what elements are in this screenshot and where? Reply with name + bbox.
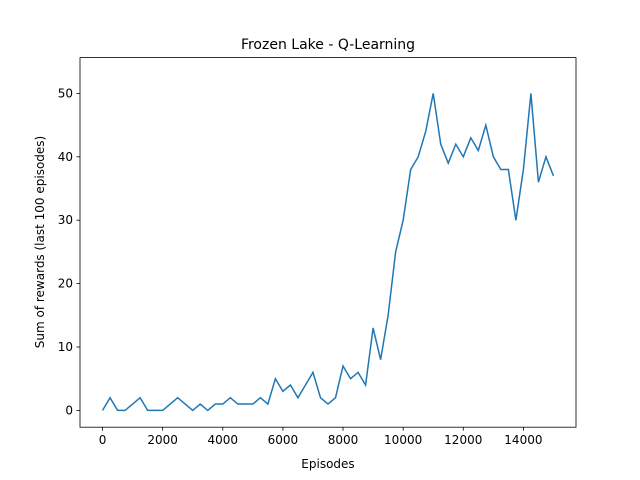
x-axis-label: Episodes bbox=[301, 457, 354, 471]
y-axis-label: Sum of rewards (last 100 episodes) bbox=[33, 136, 47, 348]
x-tick-label: 2000 bbox=[147, 433, 178, 447]
x-tick-label: 8000 bbox=[328, 433, 359, 447]
chart-title: Frozen Lake - Q-Learning bbox=[241, 37, 415, 53]
plot-frame bbox=[79, 57, 577, 428]
x-tick-label: 6000 bbox=[268, 433, 299, 447]
y-tick-label: 50 bbox=[58, 86, 73, 100]
y-tick-label: 30 bbox=[58, 213, 73, 227]
x-tick-label: 12000 bbox=[444, 433, 482, 447]
x-tick-label: 14000 bbox=[504, 433, 542, 447]
data-line bbox=[101, 93, 555, 412]
y-tick-label: 10 bbox=[58, 340, 73, 354]
y-tick-label: 20 bbox=[58, 277, 73, 291]
x-tick-label: 4000 bbox=[208, 433, 239, 447]
x-tick-label: 10000 bbox=[384, 433, 422, 447]
x-tick-label: 0 bbox=[99, 433, 107, 447]
y-tick-label: 40 bbox=[58, 150, 73, 164]
y-tick-label: 0 bbox=[65, 403, 73, 417]
